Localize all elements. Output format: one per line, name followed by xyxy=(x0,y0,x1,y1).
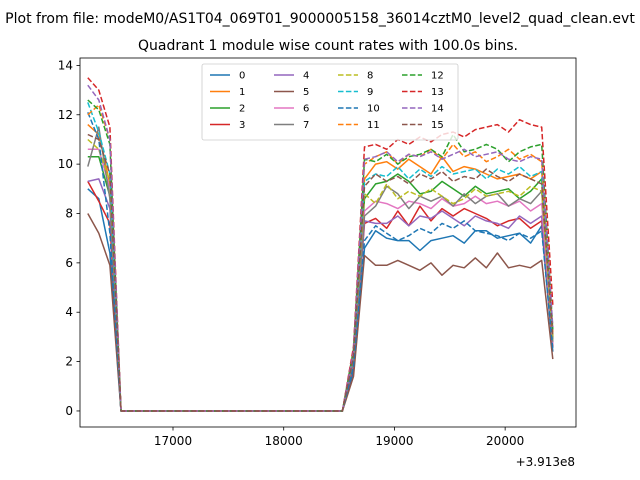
y-tick-label: 6 xyxy=(65,256,73,270)
y-tick-label: 10 xyxy=(58,157,73,171)
x-tick-label: 17000 xyxy=(154,434,192,448)
chart-title: Quadrant 1 module wise count rates with … xyxy=(138,38,518,54)
x-axis: 17000 18000 19000 20000 xyxy=(154,427,524,448)
x-tick-label: 18000 xyxy=(265,434,303,448)
legend-label-0: 0 xyxy=(239,71,245,82)
legend-label-1: 1 xyxy=(239,87,245,98)
legend-label-13: 13 xyxy=(431,87,444,98)
y-tick-label: 14 xyxy=(58,58,73,72)
plot-frame xyxy=(79,57,577,428)
legend-label-14: 14 xyxy=(431,104,444,115)
x-tick-label: 20000 xyxy=(486,434,524,448)
y-tick-label: 4 xyxy=(65,305,73,319)
y-tick-label: 0 xyxy=(65,404,73,418)
x-offset-label: +3.913e8 xyxy=(516,455,575,469)
legend-label-9: 9 xyxy=(367,87,373,98)
legend-label-5: 5 xyxy=(303,87,309,98)
legend-label-7: 7 xyxy=(303,120,309,131)
legend-label-4: 4 xyxy=(303,71,309,82)
legend-label-11: 11 xyxy=(367,120,380,131)
series-layer xyxy=(87,77,554,412)
y-tick-label: 12 xyxy=(58,108,73,122)
legend-label-10: 10 xyxy=(367,104,380,115)
legend-label-8: 8 xyxy=(367,71,373,82)
figure-suptitle: Plot from file: modeM0/AS1T04_069T01_900… xyxy=(5,11,635,27)
y-axis: 0 2 4 6 8 10 12 14 xyxy=(58,58,80,418)
series-line-15 xyxy=(87,133,554,412)
legend-box xyxy=(201,63,459,141)
legend-label-3: 3 xyxy=(239,120,245,131)
legend-label-15: 15 xyxy=(431,120,444,131)
legend-label-2: 2 xyxy=(239,104,245,115)
y-tick-label: 2 xyxy=(65,355,73,369)
legend-label-12: 12 xyxy=(431,71,444,82)
y-tick-label: 8 xyxy=(65,206,73,220)
legend-label-6: 6 xyxy=(303,104,309,115)
x-tick-label: 19000 xyxy=(375,434,413,448)
